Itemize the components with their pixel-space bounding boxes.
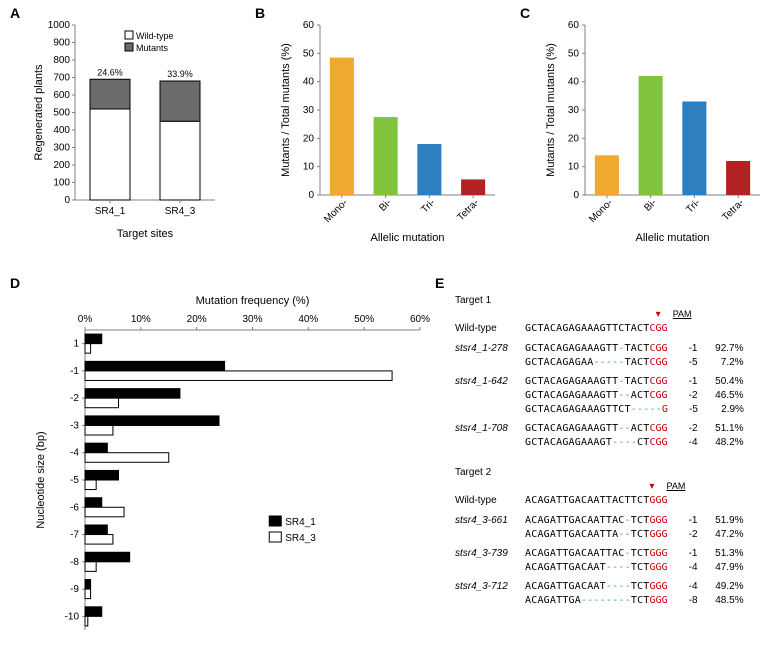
svg-text:SR4_3: SR4_3 [285,533,316,544]
svg-text:Bi-: Bi- [377,197,393,213]
svg-text:Mutants: Mutants [136,43,169,53]
svg-text:300: 300 [53,143,70,154]
svg-text:Target sites: Target sites [117,228,174,240]
svg-text:-3: -3 [70,420,79,431]
svg-text:Mutants / Total mutants (%): Mutants / Total mutants (%) [545,43,557,177]
svg-text:0: 0 [308,190,314,201]
svg-text:600: 600 [53,90,70,101]
svg-text:60: 60 [568,20,580,31]
panel-a-label: A [10,5,20,21]
svg-text:Nucleotide size (bp): Nucleotide size (bp) [35,431,47,528]
panel-c-chart: 0 10 20 30 40 50 60 Mono- Bi- Tri- Tetra- Mutants /… [540,15,770,248]
svg-text:Allelic mutation: Allelic mutation [371,232,445,244]
svg-text:60: 60 [303,20,315,31]
svg-text:60%: 60% [410,314,430,325]
svg-text:-9: -9 [70,584,79,595]
svg-text:50: 50 [568,48,580,59]
svg-text:10: 10 [568,162,580,173]
panel-e-label: E [435,275,444,291]
svg-text:10: 10 [303,162,315,173]
svg-text:200: 200 [53,160,70,171]
svg-text:-5: -5 [70,475,79,486]
panel-b-chart: 0 10 20 30 40 50 60 Mono- Bi- Tri- Tetra- Mutants /… [275,15,505,248]
svg-text:SR4_3: SR4_3 [165,206,196,217]
svg-text:Mutants / Total mutants (%): Mutants / Total mutants (%) [280,43,292,177]
svg-text:-6: -6 [70,502,79,513]
panel-e-sequences: Target 1 ▾ PAMWild-typeGCTACAGAGAAAGTTCT… [455,295,775,613]
panel-a-chart: 0 100 200 300 400 500 600 700 800 900 1000 24.6% SR4… [30,15,220,248]
svg-text:700: 700 [53,73,70,84]
svg-text:Mono-: Mono- [587,197,615,225]
svg-text:SR4_1: SR4_1 [285,517,316,528]
svg-text:0%: 0% [78,314,93,325]
svg-text:-7: -7 [70,530,79,541]
svg-text:Allelic mutation: Allelic mutation [636,232,710,244]
svg-text:1: 1 [73,339,79,350]
svg-text:0: 0 [573,190,579,201]
svg-text:40: 40 [568,77,580,88]
svg-text:Wild-type: Wild-type [136,31,174,41]
svg-text:33.9%: 33.9% [167,69,193,79]
svg-text:50%: 50% [354,314,374,325]
svg-text:Tetra-: Tetra- [720,197,746,223]
svg-text:Tri-: Tri- [419,197,437,215]
svg-text:900: 900 [53,38,70,49]
svg-text:800: 800 [53,55,70,66]
panel-b-label: B [255,5,265,21]
svg-text:0: 0 [64,195,70,206]
svg-text:30: 30 [303,105,315,116]
svg-text:1000: 1000 [48,20,71,31]
svg-text:-2: -2 [70,393,79,404]
svg-text:-4: -4 [70,448,79,459]
svg-text:Mono-: Mono- [322,197,350,225]
panel-c-label: C [520,5,530,21]
svg-text:SR4_1: SR4_1 [95,206,126,217]
svg-text:10%: 10% [131,314,151,325]
svg-text:-1: -1 [70,366,79,377]
svg-text:Tetra-: Tetra- [455,197,481,223]
svg-text:Regenerated plants: Regenerated plants [33,64,45,161]
svg-text:-10: -10 [65,611,80,622]
svg-text:30%: 30% [242,314,262,325]
svg-text:Tri-: Tri- [684,197,702,215]
svg-text:30: 30 [568,105,580,116]
svg-text:50: 50 [303,48,315,59]
svg-text:40: 40 [303,77,315,88]
svg-text:20: 20 [568,133,580,144]
svg-text:-8: -8 [70,557,79,568]
svg-text:400: 400 [53,125,70,136]
svg-text:100: 100 [53,178,70,189]
panel-d-chart: 0% 10% 20% 30% 40% 50% 60% Mutation frequency (… [30,290,430,643]
svg-text:500: 500 [53,108,70,119]
svg-text:Mutation frequency (%): Mutation frequency (%) [196,295,310,307]
svg-text:24.6%: 24.6% [97,67,123,77]
svg-text:40%: 40% [298,314,318,325]
svg-text:Bi-: Bi- [642,197,658,213]
svg-text:20: 20 [303,133,315,144]
panel-d-label: D [10,275,20,291]
svg-text:20%: 20% [187,314,207,325]
